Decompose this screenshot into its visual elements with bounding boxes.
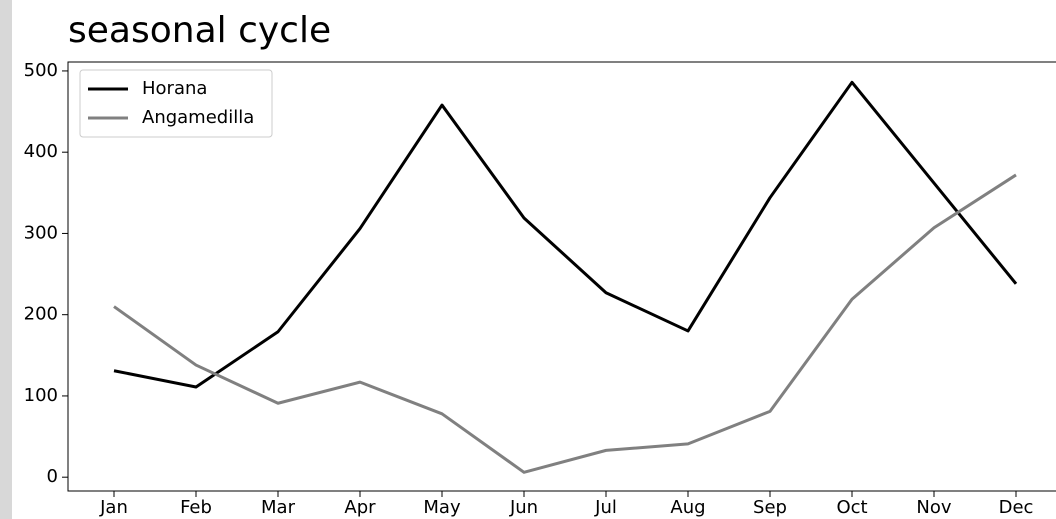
line-series: [113, 80, 1018, 389]
x-tick-label: Sep: [753, 497, 787, 518]
legend-box: [79, 69, 273, 138]
x-tick-label: Jul: [594, 497, 617, 518]
y-tick-label: 100: [24, 385, 58, 406]
window-edge: [0, 0, 12, 519]
y-tick-label: 500: [24, 60, 58, 81]
y-tick-label: 200: [24, 304, 58, 325]
x-tick-label: Jun: [509, 497, 538, 518]
x-tick-label: Oct: [836, 497, 867, 518]
y-tick-label: 0: [47, 466, 58, 487]
x-tick-label: Jan: [99, 497, 128, 518]
x-tick-label: Feb: [180, 497, 212, 518]
y-tick-label: 400: [24, 141, 58, 162]
legend-label: Angamedilla: [142, 107, 254, 128]
x-tick-label: May: [423, 497, 461, 518]
x-tick-label: Dec: [999, 497, 1034, 518]
x-tick-label: Apr: [344, 497, 376, 518]
x-tick-label: Aug: [670, 497, 705, 518]
plot-frame: [67, 61, 1056, 492]
legend-label: Horana: [142, 78, 207, 99]
y-tick-label: 300: [24, 222, 58, 243]
chart-title: seasonal cycle: [68, 10, 331, 51]
line-series: [113, 173, 1017, 474]
x-tick-label: Mar: [261, 497, 296, 518]
x-tick-label: Nov: [916, 497, 951, 518]
